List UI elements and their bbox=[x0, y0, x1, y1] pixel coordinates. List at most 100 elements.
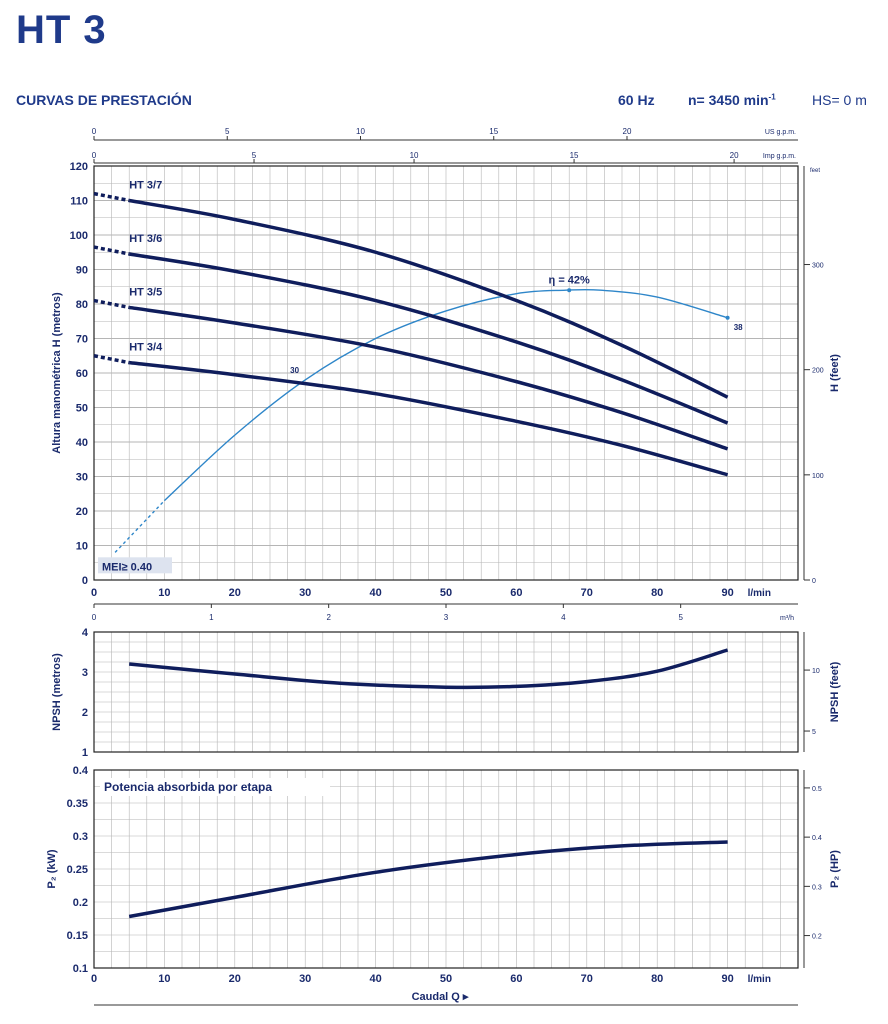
power-x-tick: 80 bbox=[651, 973, 663, 985]
efficiency-annotation-38: 38 bbox=[734, 323, 743, 332]
m3h-tick: 0 bbox=[92, 613, 97, 622]
m3h-tick: 2 bbox=[326, 613, 331, 622]
head-curve-dashed bbox=[93, 191, 130, 203]
head-curve-dashed bbox=[93, 245, 130, 256]
power-x-tick: 50 bbox=[440, 973, 452, 985]
head-feet-tick: 0 bbox=[812, 578, 816, 585]
power-y-label: P₂ (kW) bbox=[46, 849, 58, 888]
usgpm-label: US g.p.m. bbox=[765, 129, 796, 136]
power-x-unit: l/min bbox=[748, 974, 771, 985]
npsh-feet-label: NPSH (feet) bbox=[829, 661, 841, 722]
mei-label: MEI≥ 0.40 bbox=[102, 561, 152, 573]
m3h-label: m³/h bbox=[780, 615, 794, 622]
power-y-tick: 0.4 bbox=[73, 765, 89, 777]
power-x-tick: 10 bbox=[158, 973, 170, 985]
head-x-tick: 90 bbox=[721, 587, 733, 599]
impgpm-tick: 5 bbox=[252, 151, 257, 160]
npsh-y-label: NPSH (metros) bbox=[51, 653, 63, 731]
head-x-tick: 70 bbox=[581, 587, 593, 599]
impgpm-tick: 10 bbox=[410, 151, 419, 160]
power-plot-frame bbox=[93, 769, 799, 969]
m3h-tick: 1 bbox=[209, 613, 214, 622]
power-x-tick: 20 bbox=[229, 973, 241, 985]
head-curve-label: HT 3/6 bbox=[129, 233, 162, 245]
power-x-tick: 60 bbox=[510, 973, 522, 985]
efficiency-end-marker bbox=[725, 315, 730, 320]
usgpm-tick: 0 bbox=[92, 127, 97, 136]
chart-subtitle: CURVAS DE PRESTACIÓN bbox=[16, 92, 192, 108]
hs-label: HS= 0 m bbox=[812, 92, 867, 108]
impgpm-label: Imp g.p.m. bbox=[763, 153, 796, 160]
head-y-tick: 90 bbox=[76, 265, 88, 277]
head-curve-dashed bbox=[93, 354, 130, 365]
head-feet-unit: feet bbox=[810, 168, 820, 174]
head-y-tick: 70 bbox=[76, 334, 88, 346]
power-y-tick: 0.3 bbox=[73, 831, 88, 843]
frequency-label: 60 Hz bbox=[618, 92, 655, 108]
head-y-label: Altura manométrica H (metros) bbox=[51, 292, 63, 454]
power-hp-tick: 0.4 bbox=[812, 835, 822, 842]
power-x-tick: 30 bbox=[299, 973, 311, 985]
bottom-x-label: Caudal Q ▸ bbox=[412, 991, 469, 1003]
head-curve bbox=[128, 198, 729, 399]
power-x-tick: 90 bbox=[721, 973, 733, 985]
head-y-tick: 0 bbox=[82, 575, 88, 587]
m3h-tick: 5 bbox=[678, 613, 683, 622]
usgpm-tick: 5 bbox=[225, 127, 230, 136]
npsh-y-tick: 3 bbox=[82, 667, 88, 679]
head-x-tick: 20 bbox=[229, 587, 241, 599]
head-feet-label: H (feet) bbox=[829, 354, 841, 392]
power-hp-label: P₂ (HP) bbox=[829, 850, 841, 888]
usgpm-tick: 15 bbox=[489, 127, 498, 136]
head-y-tick: 110 bbox=[70, 196, 88, 208]
head-x-tick: 10 bbox=[158, 587, 170, 599]
head-curve-dashed bbox=[93, 298, 130, 310]
head-curve bbox=[129, 360, 729, 477]
npsh-feet-tick: 10 bbox=[812, 668, 820, 675]
page-title: HT 3 bbox=[16, 8, 107, 52]
head-curve bbox=[128, 305, 729, 451]
efficiency-annotation-30: 30 bbox=[290, 366, 299, 375]
head-feet-tick: 100 bbox=[812, 473, 824, 480]
power-y-tick: 0.25 bbox=[67, 864, 88, 876]
head-y-tick: 60 bbox=[76, 368, 88, 380]
head-y-tick: 10 bbox=[76, 541, 88, 553]
head-y-tick: 40 bbox=[76, 437, 88, 449]
head-curve-label: HT 3/7 bbox=[129, 180, 162, 192]
power-hp-tick: 0.2 bbox=[812, 934, 822, 941]
impgpm-tick: 20 bbox=[730, 151, 739, 160]
efficiency-curve bbox=[163, 288, 728, 502]
head-y-tick: 50 bbox=[76, 403, 88, 415]
power-y-tick: 0.2 bbox=[73, 897, 88, 909]
m3h-tick: 4 bbox=[561, 613, 566, 622]
power-x-tick: 40 bbox=[369, 973, 381, 985]
efficiency-label: η = 42% bbox=[549, 274, 590, 286]
head-feet-tick: 300 bbox=[812, 263, 824, 270]
npsh-y-tick: 4 bbox=[82, 627, 89, 639]
usgpm-tick: 20 bbox=[623, 127, 632, 136]
head-y-tick: 30 bbox=[76, 472, 88, 484]
head-x-tick: 40 bbox=[369, 587, 381, 599]
mei-box bbox=[98, 557, 172, 574]
head-x-unit: l/min bbox=[748, 588, 771, 599]
m3h-tick: 3 bbox=[444, 613, 449, 622]
speed-label: n= 3450 min-1 bbox=[688, 92, 776, 108]
head-x-tick: 60 bbox=[510, 587, 522, 599]
head-x-tick: 80 bbox=[651, 587, 663, 599]
efficiency-peak-marker bbox=[567, 288, 572, 293]
head-x-tick: 30 bbox=[299, 587, 311, 599]
power-y-tick: 0.1 bbox=[73, 963, 88, 975]
usgpm-tick: 10 bbox=[356, 127, 365, 136]
power-panel-title: Potencia absorbida por etapa bbox=[104, 780, 272, 794]
head-plot-frame bbox=[93, 165, 799, 581]
head-y-tick: 100 bbox=[70, 230, 88, 242]
head-x-tick: 50 bbox=[440, 587, 452, 599]
head-x-tick: 0 bbox=[91, 587, 97, 599]
efficiency-curve-dashed bbox=[114, 500, 165, 553]
power-x-tick: 0 bbox=[91, 973, 97, 985]
npsh-y-tick: 2 bbox=[82, 707, 88, 719]
power-y-tick: 0.15 bbox=[67, 930, 88, 942]
head-y-tick: 20 bbox=[76, 506, 88, 518]
power-title-bg bbox=[100, 778, 330, 796]
